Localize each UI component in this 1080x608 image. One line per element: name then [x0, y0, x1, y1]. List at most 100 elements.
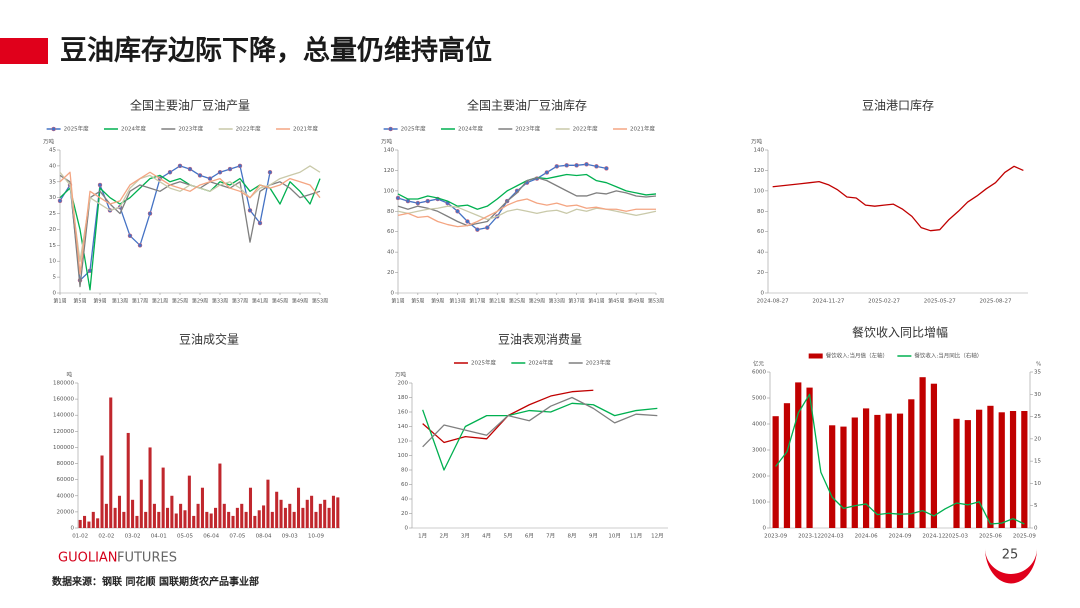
series-line — [397, 198, 656, 228]
bar — [323, 499, 327, 528]
legend-marker — [388, 126, 393, 132]
x-tick-label: 2月 — [440, 533, 449, 540]
y-tick-label: 5 — [1034, 503, 1038, 509]
y-tick-label: 40 — [49, 163, 56, 169]
bar — [209, 513, 213, 528]
x-tick-label: 2023-12 — [798, 534, 821, 540]
series-line — [397, 176, 657, 227]
bar — [104, 503, 108, 528]
legend-label: 2025年度 — [64, 125, 89, 133]
x-tick-label: 第29周 — [529, 298, 545, 305]
bar — [318, 503, 322, 528]
y-tick-label: 30 — [49, 195, 56, 201]
y-tick-label: 80000 — [57, 461, 75, 467]
y-tick-label: 0 — [391, 291, 395, 297]
x-tick-label: 2024-09 — [889, 534, 912, 540]
point-marker — [574, 163, 579, 168]
bar — [183, 510, 187, 528]
bar — [165, 507, 170, 528]
bar — [296, 487, 301, 528]
y-tick-label: 35 — [1034, 370, 1041, 376]
y-tick-label: 80 — [387, 209, 394, 215]
y-tick-label: 10 — [49, 259, 56, 265]
bar — [113, 507, 117, 528]
point-marker — [137, 243, 143, 248]
y-tick-label: 180000 — [53, 381, 74, 387]
bar — [179, 503, 183, 528]
series-line — [59, 171, 321, 275]
bar — [83, 515, 87, 528]
x-tick-label: 2025-03 — [945, 534, 968, 540]
y-tick-label: 140 — [398, 424, 409, 430]
y-axis-unit: 亿元 — [753, 360, 765, 368]
y-tick-label: 10 — [1034, 481, 1041, 487]
bar — [144, 511, 148, 528]
x-tick-label: 第53周 — [648, 298, 664, 305]
legend-label: 2025年度 — [401, 125, 426, 133]
bar — [840, 426, 847, 528]
y-tick-label: 20 — [387, 270, 394, 276]
bar — [240, 503, 244, 528]
x-tick-label: 第45周 — [608, 298, 624, 305]
point-marker — [267, 169, 273, 175]
bar — [148, 447, 152, 528]
bar — [919, 377, 926, 528]
x-tick-label: 03-02 — [125, 534, 141, 540]
series-line — [59, 165, 271, 281]
legend-label: 餐饮收入:当月值（左轴） — [826, 352, 888, 360]
x-tick-label: 6月 — [525, 533, 534, 540]
x-tick-label: 12月 — [651, 533, 664, 540]
legend-label: 2021年度 — [630, 125, 655, 133]
x-tick-label: 第33周 — [549, 298, 565, 305]
y-tick-label: 40 — [757, 250, 764, 256]
x-tick-label: 11月 — [630, 533, 643, 540]
y-tick-label: 40000 — [57, 493, 75, 499]
legend-swatch — [808, 353, 823, 359]
bar — [851, 417, 858, 528]
legend-label: 2021年度 — [293, 125, 318, 133]
bar — [305, 499, 309, 528]
brand: GUOLIAN — [58, 551, 118, 566]
bar — [292, 511, 296, 528]
y-axis-unit: 万吨 — [43, 138, 55, 146]
point-marker — [237, 163, 243, 169]
x-tick-label: 第5周 — [73, 298, 86, 305]
point-marker — [455, 209, 460, 214]
bar — [964, 420, 971, 528]
point-marker — [197, 173, 203, 178]
y-tick-label: 0 — [1034, 526, 1038, 532]
y-tick-label: 25 — [49, 211, 56, 217]
point-marker — [127, 233, 133, 239]
bar — [327, 507, 331, 528]
y-tick-label: 140 — [754, 148, 765, 154]
x-tick-label: 第1周 — [53, 298, 66, 305]
y-tick-label: 2000 — [752, 474, 766, 480]
x-tick-label: 第49周 — [292, 298, 308, 305]
bar — [874, 414, 881, 528]
y-tick-label: 0 — [763, 526, 767, 532]
x-tick-label: 第49周 — [628, 298, 644, 305]
x-tick-label: 05-05 — [177, 534, 193, 540]
bar — [772, 416, 779, 528]
bar — [896, 413, 904, 528]
bar — [301, 507, 305, 528]
y-tick-label: 60000 — [57, 477, 75, 483]
x-tick-label: 第25周 — [172, 298, 188, 305]
point-marker — [227, 166, 233, 172]
bar — [117, 495, 122, 528]
y-tick-label: 120 — [754, 168, 765, 174]
x-tick-label: 7月 — [546, 533, 555, 540]
bar — [248, 487, 253, 528]
x-tick-label: 02-02 — [98, 534, 114, 540]
page-number: 25 — [1002, 548, 1019, 563]
bar — [314, 511, 318, 528]
bar — [806, 387, 813, 528]
point-marker — [564, 163, 569, 168]
x-tick-label: 2025-09 — [1013, 534, 1036, 540]
y-tick-label: 45 — [49, 148, 56, 154]
bar — [122, 511, 126, 528]
x-tick-label: 第41周 — [588, 298, 604, 305]
x-tick-label: 2025-08-27 — [980, 299, 1012, 305]
x-tick-label: 3月 — [461, 533, 470, 540]
